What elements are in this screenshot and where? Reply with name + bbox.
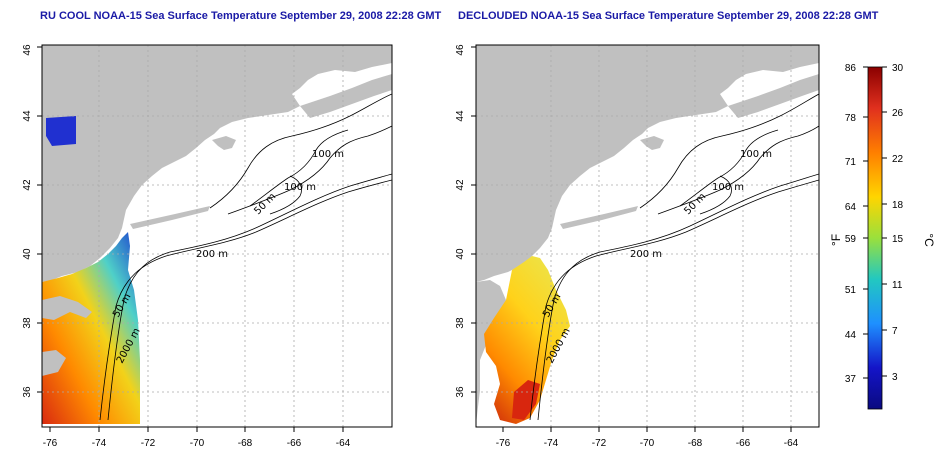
celsius-tick-label: 7	[892, 326, 898, 337]
map-title-right: DECLOUDED NOAA-15 Sea Surface Temperatur…	[458, 10, 879, 22]
lat-tick-label: 44	[455, 110, 466, 122]
fahrenheit-tick-label: 59	[845, 234, 857, 245]
celsius-tick-label: 15	[892, 234, 904, 245]
lat-tick-label: 40	[22, 248, 33, 260]
contour-label: 200 m	[196, 249, 228, 260]
lat-tick-label: 42	[22, 179, 33, 191]
lon-tick-label: -70	[190, 438, 205, 449]
lon-tick-label: -74	[544, 438, 559, 449]
lat-tick-label: 42	[455, 179, 466, 191]
nova-scotia	[728, 74, 819, 118]
lat-tick-label: 38	[22, 317, 33, 329]
lat-tick-label: 36	[22, 386, 33, 398]
lon-tick-label: -64	[336, 438, 351, 449]
lon-tick-label: -66	[287, 438, 302, 449]
lat-tick-label: 36	[455, 386, 466, 398]
lon-tick-label: -70	[640, 438, 655, 449]
fahrenheit-tick-label: 37	[845, 374, 857, 385]
lon-tick-label: -74	[92, 438, 107, 449]
sst-warm-core	[512, 380, 540, 420]
lon-tick-label: -76	[43, 438, 58, 449]
map-panel-right: 100 m 100 m 50 m 200 m 50 m 2000 m -76 -…	[455, 44, 820, 449]
contour-label: 100 m	[740, 149, 772, 160]
lat-tick-label: 46	[22, 44, 33, 56]
celsius-tick-label: 18	[892, 200, 904, 211]
celsius-tick-label: 26	[892, 108, 904, 119]
fahrenheit-tick-label: 78	[845, 113, 857, 124]
long-island	[130, 206, 210, 229]
lon-tick-label: -68	[238, 438, 253, 449]
map-panel-left: 100 m 100 m 50 m 200 m 50 m 2000 m -76 -…	[22, 44, 393, 449]
temperature-colorbar: 86 78 71 64 59 51 44 37 30 26 22 18 15 1…	[829, 63, 936, 410]
celsius-tick-label: 3	[892, 372, 898, 383]
colorbar-gradient	[867, 66, 883, 410]
fahrenheit-tick-label: 44	[845, 330, 857, 341]
chesapeake-land	[42, 296, 92, 376]
contour-label: 100 m	[284, 182, 316, 193]
lon-tick-label: -64	[784, 438, 799, 449]
lat-tick-label: 40	[455, 248, 466, 260]
land-mass	[42, 45, 392, 282]
lat-tick-label: 46	[455, 44, 466, 56]
long-island	[560, 206, 638, 229]
lat-tick-label: 38	[455, 317, 466, 329]
contour-label: 100 m	[312, 149, 344, 160]
x-axis-ticks	[49, 427, 344, 432]
bathymetry-contours	[529, 93, 819, 421]
lon-tick-label: -68	[688, 438, 703, 449]
contour-label: 50 m	[252, 191, 278, 217]
celsius-tick-label: 11	[892, 280, 903, 291]
map-title-left: RU COOL NOAA-15 Sea Surface Temperature …	[40, 10, 442, 22]
contour-label: 50 m	[682, 191, 708, 217]
sst-field	[42, 232, 140, 424]
lon-tick-label: -72	[592, 438, 607, 449]
y-axis-ticks	[37, 46, 42, 393]
map-frame	[41, 44, 393, 428]
fahrenheit-tick-label: 51	[845, 285, 857, 296]
lat-tick-label: 44	[22, 110, 33, 122]
fahrenheit-tick-label: 86	[845, 63, 857, 74]
cape-cod	[640, 136, 664, 150]
cape-cod	[212, 136, 236, 150]
bathymetry-contours	[99, 93, 392, 421]
lon-tick-label: -76	[496, 438, 511, 449]
lon-tick-label: -72	[141, 438, 156, 449]
land-mass	[476, 45, 819, 282]
celsius-tick-label: 22	[892, 154, 904, 165]
fahrenheit-tick-label: 71	[845, 157, 857, 168]
sst-blue-patch	[46, 116, 76, 146]
nova-scotia	[300, 74, 392, 118]
x-axis-ticks	[502, 427, 792, 432]
contour-label: 200 m	[630, 249, 662, 260]
celsius-unit-label: °C	[922, 233, 936, 247]
contour-label: 100 m	[712, 182, 744, 193]
y-axis-ticks	[471, 46, 476, 393]
colorbar-ticks-left	[863, 66, 868, 379]
fahrenheit-unit-label: °F	[829, 234, 843, 246]
graticule	[476, 45, 819, 427]
fahrenheit-tick-label: 64	[845, 202, 857, 213]
colorbar-ticks-right	[882, 66, 887, 377]
lon-tick-label: -66	[736, 438, 751, 449]
celsius-tick-label: 30	[892, 63, 904, 74]
